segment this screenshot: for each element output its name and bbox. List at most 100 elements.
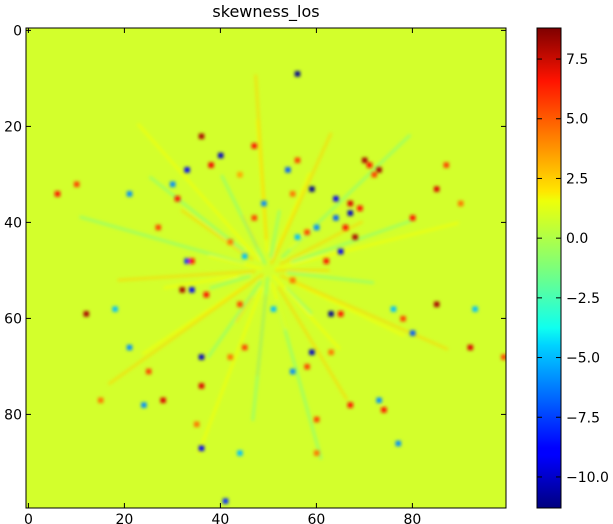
heatmap-cell — [227, 354, 233, 360]
heatmap-cell — [74, 181, 80, 187]
heatmap-streak — [279, 274, 449, 351]
heatmap-cell — [251, 215, 257, 221]
heatmap-cell — [141, 402, 147, 408]
x-axis: 0 20 40 60 80 — [24, 28, 421, 524]
heatmap-cell — [198, 354, 205, 360]
heatmap-streak — [163, 274, 239, 290]
heatmap-streak — [207, 280, 262, 359]
y-tick-label: 40 — [4, 215, 22, 231]
heatmap-cell — [309, 186, 315, 192]
y-tick-label: 80 — [4, 407, 22, 423]
heatmap-cell — [366, 162, 373, 168]
heatmap-streak — [285, 287, 313, 315]
heatmap-cell — [342, 224, 349, 231]
heatmap-cell — [467, 344, 473, 351]
colorbar-tick-label: 5.0 — [566, 112, 588, 128]
heatmap-cell — [410, 330, 416, 336]
heatmap-cell — [395, 440, 401, 447]
heatmap-cell — [347, 402, 353, 408]
heatmap-cell — [251, 143, 257, 149]
colorbar-tick-label: 7.5 — [566, 52, 588, 68]
heatmap-streak — [277, 285, 348, 401]
heatmap-streak — [220, 174, 267, 265]
heatmap-cell — [174, 196, 181, 202]
heatmap-cell — [270, 306, 277, 312]
y-axis: 0 20 40 60 80 — [4, 23, 506, 423]
heatmap-cell — [194, 421, 200, 427]
x-tick-label: 20 — [115, 512, 133, 524]
heatmap-cell — [328, 311, 334, 317]
heatmap-cell — [347, 210, 353, 216]
heatmap-cell — [237, 172, 243, 178]
heatmap-streak — [270, 282, 287, 330]
heatmap-cell — [434, 186, 440, 192]
heatmap-cell — [304, 364, 310, 370]
heatmap-cell — [242, 344, 248, 351]
heatmap-cell — [160, 397, 166, 403]
heatmap-cell — [362, 157, 368, 163]
heatmap-cell — [184, 167, 190, 173]
colorbar-tick-label: −10.0 — [566, 470, 609, 486]
heatmap-cell — [290, 368, 296, 375]
colorbar: 7.5 5.0 2.5 0.0 −2.5 −5.0 −7.5 −10.0 — [536, 27, 609, 509]
heatmap-cell — [458, 200, 464, 207]
heatmap-cell — [261, 200, 267, 207]
colorbar-tick-label: −7.5 — [566, 410, 600, 426]
heatmap-cell — [381, 407, 387, 413]
heatmap-streak — [291, 219, 412, 264]
heatmap-cell — [189, 287, 195, 293]
heatmap-cell — [294, 157, 301, 163]
heatmap-streak — [270, 132, 333, 265]
heatmap-cell — [170, 181, 176, 187]
heatmap-streak — [180, 209, 254, 261]
heatmap-cell — [434, 301, 440, 307]
heatmap-streak — [197, 287, 263, 455]
x-tick-label: 40 — [211, 512, 229, 524]
heatmap-cell — [83, 311, 89, 317]
heatmap-cell — [338, 248, 344, 255]
y-tick-label: 20 — [4, 119, 22, 135]
heatmap-cell — [328, 349, 334, 355]
heatmap-cell — [179, 287, 185, 293]
heatmap-cell — [222, 498, 229, 504]
plot-area — [26, 28, 506, 508]
heatmap-streak — [137, 123, 261, 262]
heatmap-streak — [149, 176, 245, 253]
heatmap-cell — [189, 258, 195, 264]
heatmap-cell — [237, 450, 243, 456]
heatmap-cell — [285, 167, 291, 173]
heatmap-cell — [333, 196, 339, 202]
heatmap-cell — [410, 215, 416, 221]
y-tick-label: 60 — [4, 311, 22, 327]
heatmap-cell — [371, 172, 377, 178]
x-tick-label: 60 — [307, 512, 325, 524]
heatmap-cell — [501, 354, 506, 360]
heatmap-streak — [108, 273, 264, 386]
heatmap-cell — [198, 133, 205, 139]
plot-frame — [25, 27, 507, 509]
heatmap-cell — [294, 71, 301, 77]
heatmap-streak — [295, 282, 406, 337]
y-tick-label: 0 — [13, 23, 22, 39]
heatmap-streak — [79, 215, 245, 265]
heatmap-cell — [472, 306, 478, 312]
colorbar-ticks: 7.5 5.0 2.5 0.0 −2.5 −5.0 −7.5 −10.0 — [537, 52, 609, 486]
heatmap-background — [26, 28, 506, 508]
colorbar-tick-label: −5.0 — [566, 351, 600, 367]
heatmap-cell — [376, 167, 382, 173]
heatmap-cell — [323, 258, 329, 264]
heatmap-streak — [251, 276, 270, 422]
x-tick-label: 0 — [24, 512, 33, 524]
heatmap-cell — [338, 311, 344, 317]
heatmap-cell — [203, 292, 209, 298]
heatmap-cell — [112, 306, 118, 312]
colorbar-gradient — [536, 27, 562, 509]
heatmap-cell — [242, 253, 248, 259]
heatmap-cell — [376, 397, 382, 403]
heatmap-cell — [126, 191, 133, 197]
heatmap-cell — [443, 162, 449, 168]
heatmap-cells — [54, 71, 506, 504]
colorbar-tick-label: −2.5 — [566, 291, 600, 307]
chart-title: skewness_los — [212, 2, 319, 22]
